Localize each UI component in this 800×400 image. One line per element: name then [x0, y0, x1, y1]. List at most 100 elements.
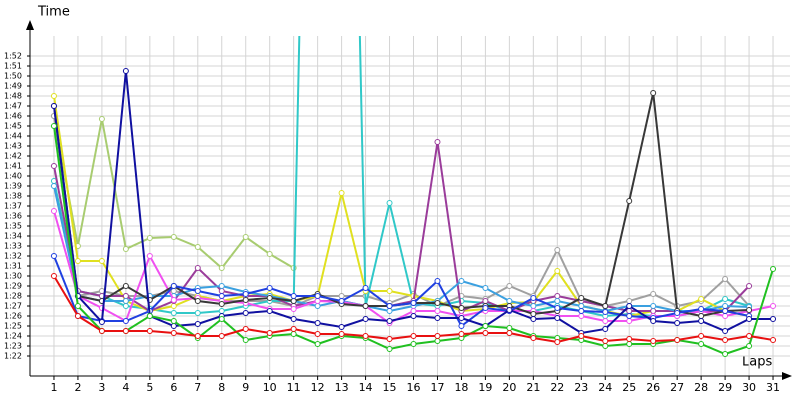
x-tick-label: 23: [574, 381, 588, 394]
data-point: [170, 330, 177, 336]
data-point: [290, 326, 297, 332]
data-point: [122, 293, 129, 299]
y-tick-label: 1:37: [4, 202, 22, 211]
y-tick-label: 1:48: [4, 92, 22, 101]
data-point: [338, 324, 345, 330]
data-point: [386, 346, 393, 352]
data-point: [698, 318, 705, 324]
data-point: [458, 278, 465, 284]
data-point: [602, 338, 609, 344]
data-point: [146, 235, 153, 241]
data-point: [698, 306, 705, 312]
data-point: [266, 251, 273, 257]
data-point: [530, 295, 537, 301]
x-tick-label: 24: [598, 381, 612, 394]
y-tick-label: 1:27: [4, 302, 22, 311]
data-point: [530, 303, 537, 309]
data-point: [266, 330, 273, 336]
data-point: [434, 333, 441, 339]
data-point: [314, 341, 321, 347]
data-point: [98, 116, 105, 122]
y-tick-label: 1:28: [4, 292, 22, 301]
data-point: [578, 295, 585, 301]
data-point: [554, 293, 561, 299]
x-tick-label: 31: [766, 381, 780, 394]
data-point: [218, 283, 225, 289]
data-point: [434, 315, 441, 321]
data-point: [578, 308, 585, 314]
data-point: [242, 326, 249, 332]
data-point: [626, 298, 633, 304]
data-point: [746, 307, 753, 313]
data-point: [530, 335, 537, 341]
data-point: [386, 318, 393, 324]
data-point: [626, 313, 633, 319]
data-point: [746, 316, 753, 322]
x-tick-label: 27: [670, 381, 684, 394]
x-tick-label: 14: [359, 381, 373, 394]
x-tick-label: 16: [407, 381, 421, 394]
data-point: [410, 341, 417, 347]
data-point: [98, 258, 105, 264]
data-point: [746, 333, 753, 339]
data-point: [50, 123, 57, 129]
data-point: [218, 333, 225, 339]
data-point: [266, 285, 273, 291]
y-tick-label: 1:36: [4, 212, 22, 221]
y-tick-label: 1:24: [4, 332, 22, 341]
x-tick-label: 22: [550, 381, 564, 394]
data-point: [242, 291, 249, 297]
data-point: [770, 266, 777, 272]
x-tick-label: 9: [242, 381, 249, 394]
data-point: [218, 301, 225, 307]
data-point: [242, 337, 249, 343]
data-point: [194, 310, 201, 316]
x-tick-label: 5: [146, 381, 153, 394]
data-point: [266, 308, 273, 314]
data-point: [554, 305, 561, 311]
data-point: [746, 343, 753, 349]
data-point: [554, 315, 561, 321]
data-point: [650, 291, 657, 297]
x-tick-label: 13: [335, 381, 349, 394]
data-point: [362, 303, 369, 309]
y-tick-label: 1:23: [4, 342, 22, 351]
series-line: [53, 185, 750, 313]
data-point: [482, 285, 489, 291]
data-point: [50, 273, 57, 279]
x-tick-label: 4: [122, 381, 129, 394]
data-point: [290, 316, 297, 322]
data-point: [314, 331, 321, 337]
data-point: [410, 333, 417, 339]
data-point: [650, 338, 657, 344]
data-point: [170, 310, 177, 316]
data-point: [146, 328, 153, 334]
data-point: [530, 311, 537, 317]
x-tick-label: 25: [622, 381, 636, 394]
x-axis-label: Laps: [742, 355, 772, 370]
data-point: [434, 278, 441, 284]
data-point: [626, 336, 633, 342]
data-point: [242, 297, 249, 303]
x-tick-label: 18: [454, 381, 468, 394]
data-point: [218, 308, 225, 314]
data-point: [74, 258, 81, 264]
x-tick-label: 1: [50, 381, 57, 394]
data-point: [626, 303, 633, 309]
data-point: [98, 288, 105, 294]
data-point: [314, 293, 321, 299]
data-point: [410, 313, 417, 319]
x-tick-label: 15: [383, 381, 397, 394]
data-point: [50, 163, 57, 169]
x-tick-label: 3: [98, 381, 105, 394]
data-point: [458, 331, 465, 337]
y-tick-label: 1:33: [4, 242, 22, 251]
data-point: [698, 296, 705, 302]
data-point: [578, 313, 585, 319]
data-point: [338, 331, 345, 337]
y-tick-label: 1:39: [4, 182, 22, 191]
x-tick-label: 30: [742, 381, 756, 394]
data-point: [194, 288, 201, 294]
data-point: [626, 308, 633, 314]
